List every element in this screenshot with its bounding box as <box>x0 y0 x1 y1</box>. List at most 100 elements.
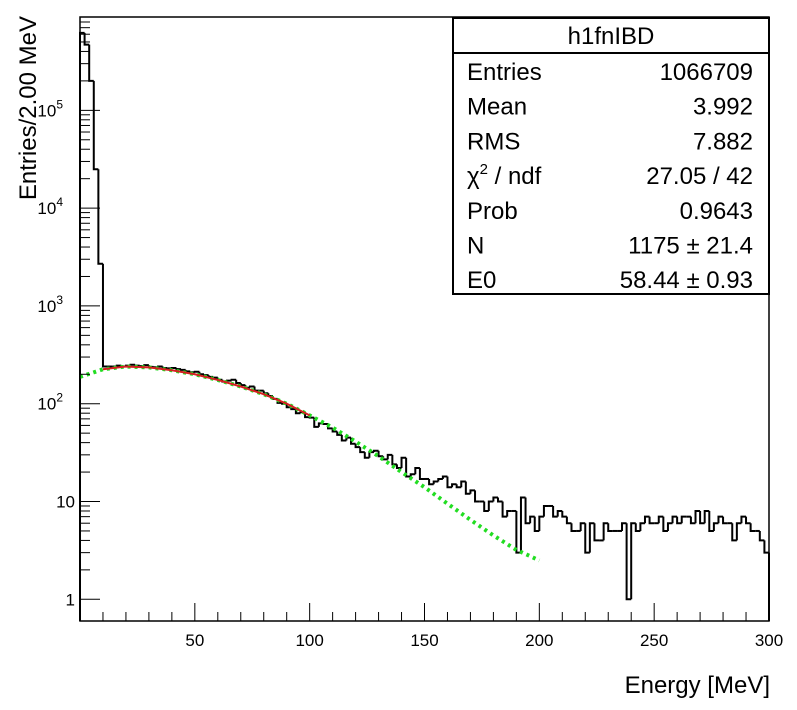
stats-row-value: 58.44 ± 0.93 <box>620 267 753 294</box>
histogram-bin <box>538 515 544 531</box>
y-tick-label: 105 <box>37 97 63 120</box>
histogram-bin <box>621 522 627 531</box>
histogram-bin <box>542 504 549 517</box>
histogram-bin <box>115 364 122 367</box>
histogram-bin <box>689 516 696 525</box>
stats-row-label: RMS <box>467 128 520 155</box>
stats-row-value: 1175 ± 21.4 <box>628 233 753 260</box>
y-tick-label: 103 <box>37 293 63 316</box>
histogram-bin <box>83 32 90 46</box>
histogram-bin <box>262 390 269 395</box>
histogram-bin <box>533 516 540 532</box>
histogram-bin <box>758 530 765 542</box>
histogram-bin <box>336 431 342 436</box>
histogram-bin <box>501 501 508 518</box>
histogram-bin <box>625 523 632 601</box>
histogram-bin <box>506 509 512 517</box>
histogram-bin <box>556 509 563 517</box>
histogram-bin <box>441 475 448 479</box>
histogram-bin <box>519 496 526 553</box>
histogram-bin <box>570 523 577 532</box>
histogram-bin <box>464 481 471 495</box>
histogram-bin <box>694 509 701 524</box>
x-tick-label: 300 <box>755 631 783 650</box>
histogram-bin <box>377 450 384 458</box>
histogram-bin <box>552 505 558 518</box>
histogram-bin <box>460 480 466 488</box>
stats-box-title: h1fnIBD <box>568 23 655 50</box>
histogram-bin <box>731 523 737 542</box>
histogram-bin <box>745 516 751 525</box>
histogram-bin <box>203 374 209 377</box>
axes <box>79 16 770 622</box>
histogram-bin <box>414 467 420 475</box>
histogram-bin <box>602 522 609 541</box>
histogram-bin <box>428 478 434 486</box>
histogram-bin <box>455 484 462 489</box>
histogram-bins <box>79 31 770 621</box>
histogram-bin <box>409 473 416 477</box>
histogram-bin <box>225 379 232 382</box>
histogram-bin <box>643 515 650 524</box>
histogram-bin <box>722 516 728 525</box>
x-tick-label: 250 <box>640 631 668 650</box>
y-tick-label: 104 <box>37 195 63 218</box>
histogram-bin <box>492 496 498 502</box>
histogram-bin <box>712 522 719 531</box>
histogram-bin <box>405 457 411 478</box>
histogram-bin <box>437 477 443 482</box>
histogram-bin <box>363 452 370 459</box>
histogram-bin <box>400 456 407 469</box>
histogram-bin <box>474 490 480 503</box>
histogram-bin <box>671 515 678 524</box>
histogram-bin <box>97 169 103 265</box>
histogram-bin <box>469 489 476 494</box>
x-tick-label: 100 <box>295 631 323 650</box>
histogram-bin <box>395 464 402 470</box>
histogram-bin <box>92 80 99 171</box>
histogram-bin <box>451 483 457 488</box>
histogram-bin <box>483 501 489 512</box>
fit-function-range <box>102 365 311 417</box>
histogram-bin <box>588 522 595 553</box>
x-tick-label: 150 <box>410 631 438 650</box>
histogram-bin <box>354 443 361 449</box>
histogram-bin <box>735 522 742 541</box>
histogram-bin <box>432 480 439 485</box>
histogram-bin <box>630 522 636 600</box>
histogram-bin <box>749 523 756 532</box>
y-tick-label: 102 <box>37 391 63 414</box>
histogram-bin <box>391 454 397 466</box>
histogram-bin <box>717 515 724 524</box>
x-tick-label: 200 <box>525 631 553 650</box>
histogram-bin <box>372 449 379 453</box>
stats-row-value: 0.9643 <box>680 198 753 225</box>
histogram-bin <box>634 523 641 532</box>
histogram-bin <box>180 368 186 371</box>
histogram-bin <box>648 516 655 525</box>
histogram-bin <box>699 510 705 525</box>
y-axis-title: Entries/2.00 MeV <box>15 16 42 200</box>
stats-row-label: Entries <box>467 59 542 86</box>
histogram-bin <box>639 522 645 531</box>
histogram-bin <box>88 44 94 82</box>
histogram-bin <box>239 382 246 387</box>
x-axis-title: Energy [MeV] <box>625 672 770 699</box>
histogram-bin <box>607 523 613 532</box>
histogram-bin <box>703 509 710 524</box>
histogram-bin <box>340 434 347 442</box>
y-tick-label: 10 <box>56 493 75 512</box>
histogram-bin <box>593 523 600 542</box>
histogram-bin <box>253 386 260 392</box>
histogram-bin <box>313 417 319 428</box>
histogram-bin <box>418 468 425 480</box>
histogram-bin <box>662 516 668 532</box>
histogram-bin <box>561 510 567 518</box>
histogram-bin <box>657 515 664 524</box>
histogram-bin <box>565 516 572 525</box>
histogram-bin <box>235 379 241 384</box>
histogram-bin <box>496 497 503 503</box>
histogram-bin <box>101 263 108 368</box>
histogram-bin <box>529 515 535 524</box>
y-tick-label: 1 <box>66 590 75 609</box>
